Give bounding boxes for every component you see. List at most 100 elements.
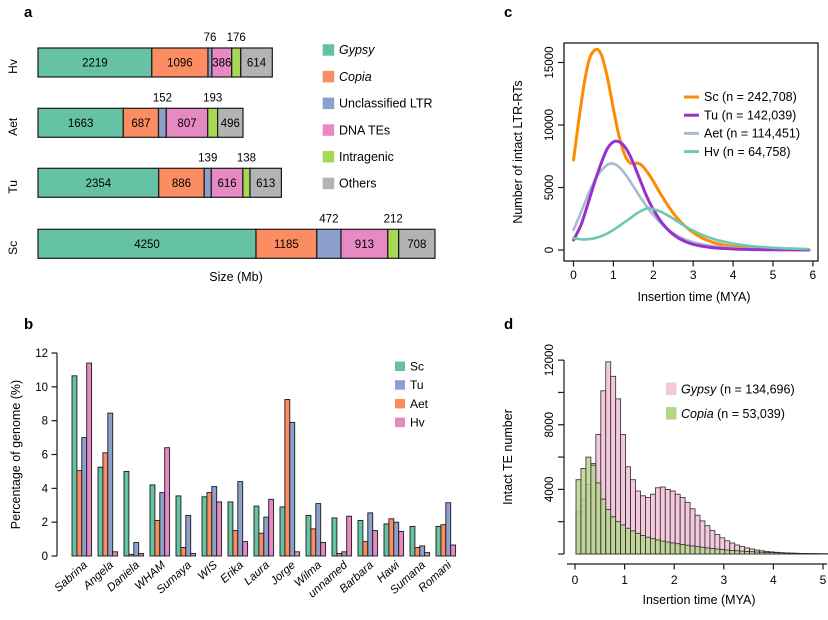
row-label-tu: Tu — [6, 180, 20, 194]
b-y-tick-label: 4 — [42, 483, 49, 495]
b-bar-sc-wis — [201, 496, 208, 557]
segment-value-above: 76 — [204, 32, 217, 44]
b-bar-aet-jorge — [284, 399, 291, 557]
c-x-tick-label: 2 — [650, 268, 657, 282]
d-x-axis-title: Insertion time (MYA) — [643, 593, 756, 607]
b-bar-sc-daniela — [123, 470, 130, 557]
legend-swatch-others — [322, 177, 335, 190]
bar-segment-gypsy — [37, 47, 153, 78]
b-bar-hv-hawi — [398, 531, 405, 557]
d-hist-bar-copia — [590, 464, 597, 555]
b-bar-hv-unnamed — [346, 515, 353, 557]
d-hist-bar-copia — [739, 550, 746, 555]
d-x-tick-label: 2 — [671, 573, 678, 587]
segment-value-above: 472 — [319, 213, 338, 225]
d-hist-bar-copia — [803, 553, 810, 555]
segment-value-above: 193 — [203, 92, 222, 104]
segment-value: 2354 — [86, 178, 112, 190]
bar-segment-others — [249, 167, 282, 198]
b-bar-aet-barbara — [362, 541, 369, 557]
b-x-category-label: WIS — [196, 559, 220, 583]
d-y-tick-label: 8000 — [544, 412, 556, 438]
d-hist-bar-copia — [645, 536, 651, 555]
d-hist-bar-copia — [630, 530, 636, 555]
d-hist-bar-copia — [580, 467, 587, 555]
b-legend-label: Sc — [410, 360, 424, 374]
b-bar-aet-romani — [440, 524, 447, 557]
b-y-tick-label: 6 — [42, 450, 48, 462]
segment-value: 496 — [221, 118, 240, 130]
d-hist-bar-copia — [783, 552, 790, 555]
bar-segment-copia — [255, 228, 318, 259]
c-y-tick-label: 10000 — [544, 109, 556, 141]
d-hist-bar-copia — [778, 552, 785, 555]
d-hist-bar-copia — [620, 524, 627, 555]
segment-value: 1185 — [274, 239, 299, 251]
d-hist-bar-copia — [669, 542, 676, 555]
b-bar-sc-wilma — [305, 514, 312, 557]
legend-label: Unclassified LTR — [339, 97, 433, 111]
b-bar-tu-wham — [159, 492, 166, 557]
bar-segment-copia — [158, 167, 205, 198]
b-bar-tu-hawi — [393, 521, 400, 557]
d-hist-bar-copia — [605, 509, 612, 555]
b-bar-hv-barbara — [372, 530, 379, 557]
segment-value: 687 — [131, 118, 150, 130]
b-bar-sc-sumana — [409, 525, 416, 557]
b-legend-label: Tu — [410, 378, 424, 392]
b-bar-tu-jorge — [289, 421, 296, 557]
a-x-axis-title: Size (Mb) — [209, 270, 262, 284]
segment-value: 1663 — [68, 118, 94, 130]
d-legend-label: Gypsy (n = 134,696) — [681, 383, 795, 397]
legend-swatch-dna-tes — [322, 124, 335, 136]
b-bar-tu-wilma — [315, 503, 322, 557]
d-hist-bar-copia — [749, 551, 755, 555]
d-hist-bar-copia — [650, 538, 656, 555]
d-hist-bar-copia — [793, 552, 800, 555]
d-hist-bar-copia — [679, 544, 686, 555]
b-bar-tu-erika — [237, 481, 244, 557]
c-line-aet — [572, 162, 811, 252]
b-legend-swatch-hv — [395, 417, 405, 428]
d-hist-bar-copia — [615, 521, 622, 555]
d-hist-bar-copia — [659, 540, 666, 555]
b-bar-hv-daniela — [138, 553, 145, 557]
d-hist-bar-copia — [575, 479, 582, 555]
segment-value: 807 — [177, 118, 196, 130]
segment-value: 616 — [218, 178, 237, 190]
b-bar-sc-wham — [149, 484, 156, 557]
b-bar-aet-wham — [154, 520, 161, 557]
panel-c-label: c — [504, 4, 513, 21]
b-y-tick-label: 8 — [42, 416, 48, 428]
segment-value: 1096 — [167, 58, 193, 70]
c-x-axis-title: Insertion time (MYA) — [638, 290, 751, 304]
d-hist-bar-copia — [734, 550, 741, 555]
b-bar-tu-unnamed — [341, 551, 348, 557]
legend-label: Gypsy — [339, 43, 375, 57]
d-legend-swatch-gypsy — [666, 382, 677, 395]
legend-swatch-copia — [322, 70, 335, 83]
d-legend-label: Copia (n = 53,039) — [681, 407, 785, 421]
c-x-tick-label: 6 — [810, 268, 817, 282]
c-line-tu — [572, 139, 811, 252]
segment-value-above: 152 — [153, 92, 172, 104]
b-bar-sc-angela — [97, 466, 104, 557]
row-label-sc: Sc — [6, 241, 20, 255]
b-y-tick-label: 12 — [35, 348, 48, 360]
segment-value-above: 139 — [198, 152, 217, 164]
b-bar-tu-barbara — [367, 512, 374, 557]
c-plot-box — [563, 42, 819, 262]
row-label-hv: Hv — [6, 59, 20, 74]
d-hist-bar-copia — [595, 482, 602, 555]
d-x-tick-label: 5 — [820, 573, 827, 587]
b-bar-sc-jorge — [279, 506, 286, 557]
b-x-category-label: Erika — [219, 559, 247, 585]
b-x-category-label: Laura — [242, 559, 272, 588]
d-hist-bar-copia — [694, 546, 701, 555]
b-bar-aet-erika — [232, 530, 239, 557]
b-bar-aet-wis — [206, 492, 213, 557]
d-hist-bar-copia — [640, 535, 646, 555]
b-bar-hv-jorge — [294, 551, 301, 557]
c-legend-label: Sc (n = 242,708) — [704, 90, 797, 104]
d-hist-bar-copia — [729, 550, 736, 555]
